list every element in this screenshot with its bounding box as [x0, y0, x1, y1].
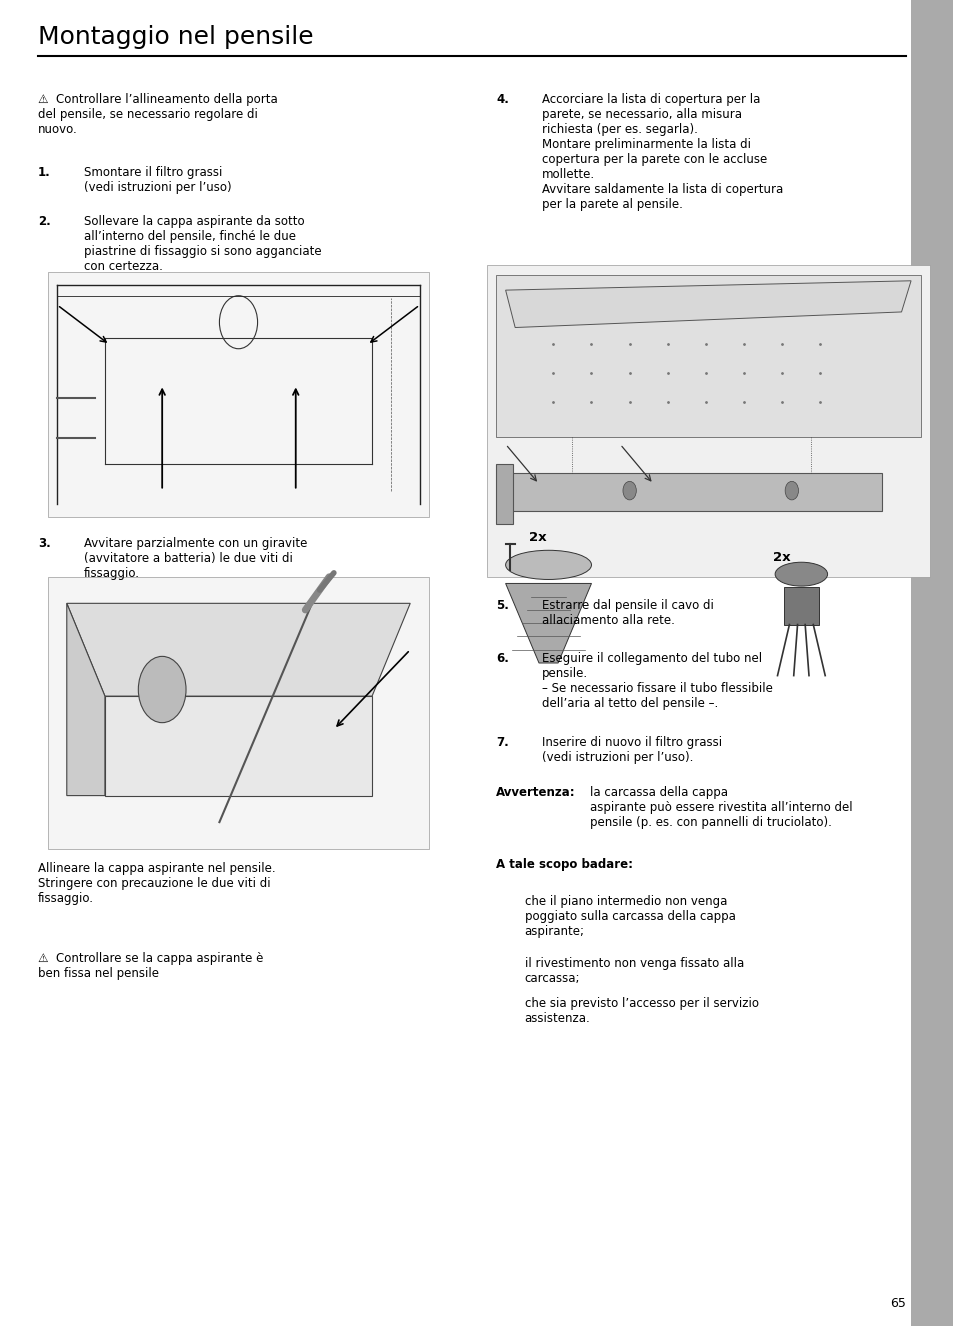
- Bar: [496, 274, 920, 436]
- Text: Eseguire il collegamento del tubo nel
pensile.
– Se necessario fissare il tubo f: Eseguire il collegamento del tubo nel pe…: [541, 652, 772, 711]
- Text: che sia previsto l’accesso per il servizio
assistenza.: che sia previsto l’accesso per il serviz…: [524, 997, 758, 1025]
- Bar: [783, 587, 818, 625]
- Text: 65: 65: [889, 1297, 905, 1310]
- Text: 4.: 4.: [496, 93, 508, 106]
- Text: Smontare il filtro grassi
(vedi istruzioni per l’uso): Smontare il filtro grassi (vedi istruzio…: [84, 166, 232, 194]
- Polygon shape: [67, 603, 410, 696]
- Circle shape: [784, 481, 798, 500]
- Text: 5.: 5.: [496, 599, 508, 613]
- Text: Inserire di nuovo il filtro grassi
(vedi istruzioni per l’uso).: Inserire di nuovo il filtro grassi (vedi…: [541, 736, 721, 764]
- Text: 2.: 2.: [38, 215, 51, 228]
- Text: 3.: 3.: [38, 537, 51, 550]
- Text: 6.: 6.: [496, 652, 508, 666]
- Ellipse shape: [774, 562, 827, 586]
- Bar: [496, 464, 513, 524]
- Bar: [910, 0, 953, 1326]
- Text: il rivestimento non venga fissato alla
carcassa;: il rivestimento non venga fissato alla c…: [524, 957, 743, 985]
- Text: 2x: 2x: [772, 550, 789, 564]
- Text: ⚠  Controllare se la cappa aspirante è
ben fissa nel pensile: ⚠ Controllare se la cappa aspirante è be…: [38, 952, 263, 980]
- Text: 1.: 1.: [38, 166, 51, 179]
- Text: 2x: 2x: [529, 530, 546, 544]
- Polygon shape: [67, 603, 105, 796]
- Text: Sollevare la cappa aspirante da sotto
all’interno del pensile, finché le due
pia: Sollevare la cappa aspirante da sotto al…: [84, 215, 321, 273]
- Text: Avvertenza:: Avvertenza:: [496, 786, 575, 800]
- Polygon shape: [505, 281, 910, 328]
- Bar: [48, 577, 429, 849]
- Ellipse shape: [505, 550, 591, 579]
- Circle shape: [138, 656, 186, 723]
- Text: Estrarre dal pensile il cavo di
allaciamento alla rete.: Estrarre dal pensile il cavo di allaciam…: [541, 599, 713, 627]
- Text: che il piano intermedio non venga
poggiato sulla carcassa della cappa
aspirante;: che il piano intermedio non venga poggia…: [524, 895, 735, 937]
- Text: Avvitare parzialmente con un giravite
(avvitatore a batteria) le due viti di
fis: Avvitare parzialmente con un giravite (a…: [84, 537, 307, 579]
- Bar: [48, 272, 429, 517]
- Circle shape: [622, 481, 636, 500]
- Text: 7.: 7.: [496, 736, 508, 749]
- Text: la carcassa della cappa
aspirante può essere rivestita all’interno del
pensile (: la carcassa della cappa aspirante può es…: [589, 786, 851, 829]
- Text: Allineare la cappa aspirante nel pensile.
Stringere con precauzione le due viti : Allineare la cappa aspirante nel pensile…: [38, 862, 275, 904]
- Bar: [486, 265, 929, 577]
- Polygon shape: [505, 583, 591, 663]
- Text: Montaggio nel pensile: Montaggio nel pensile: [38, 25, 314, 49]
- Polygon shape: [105, 696, 372, 796]
- Text: Accorciare la lista di copertura per la
parete, se necessario, alla misura
richi: Accorciare la lista di copertura per la …: [541, 93, 782, 211]
- Bar: [505, 473, 882, 511]
- Text: ⚠  Controllare l’allineamento della porta
del pensile, se necessario regolare di: ⚠ Controllare l’allineamento della porta…: [38, 93, 277, 135]
- Text: A tale scopo badare:: A tale scopo badare:: [496, 858, 633, 871]
